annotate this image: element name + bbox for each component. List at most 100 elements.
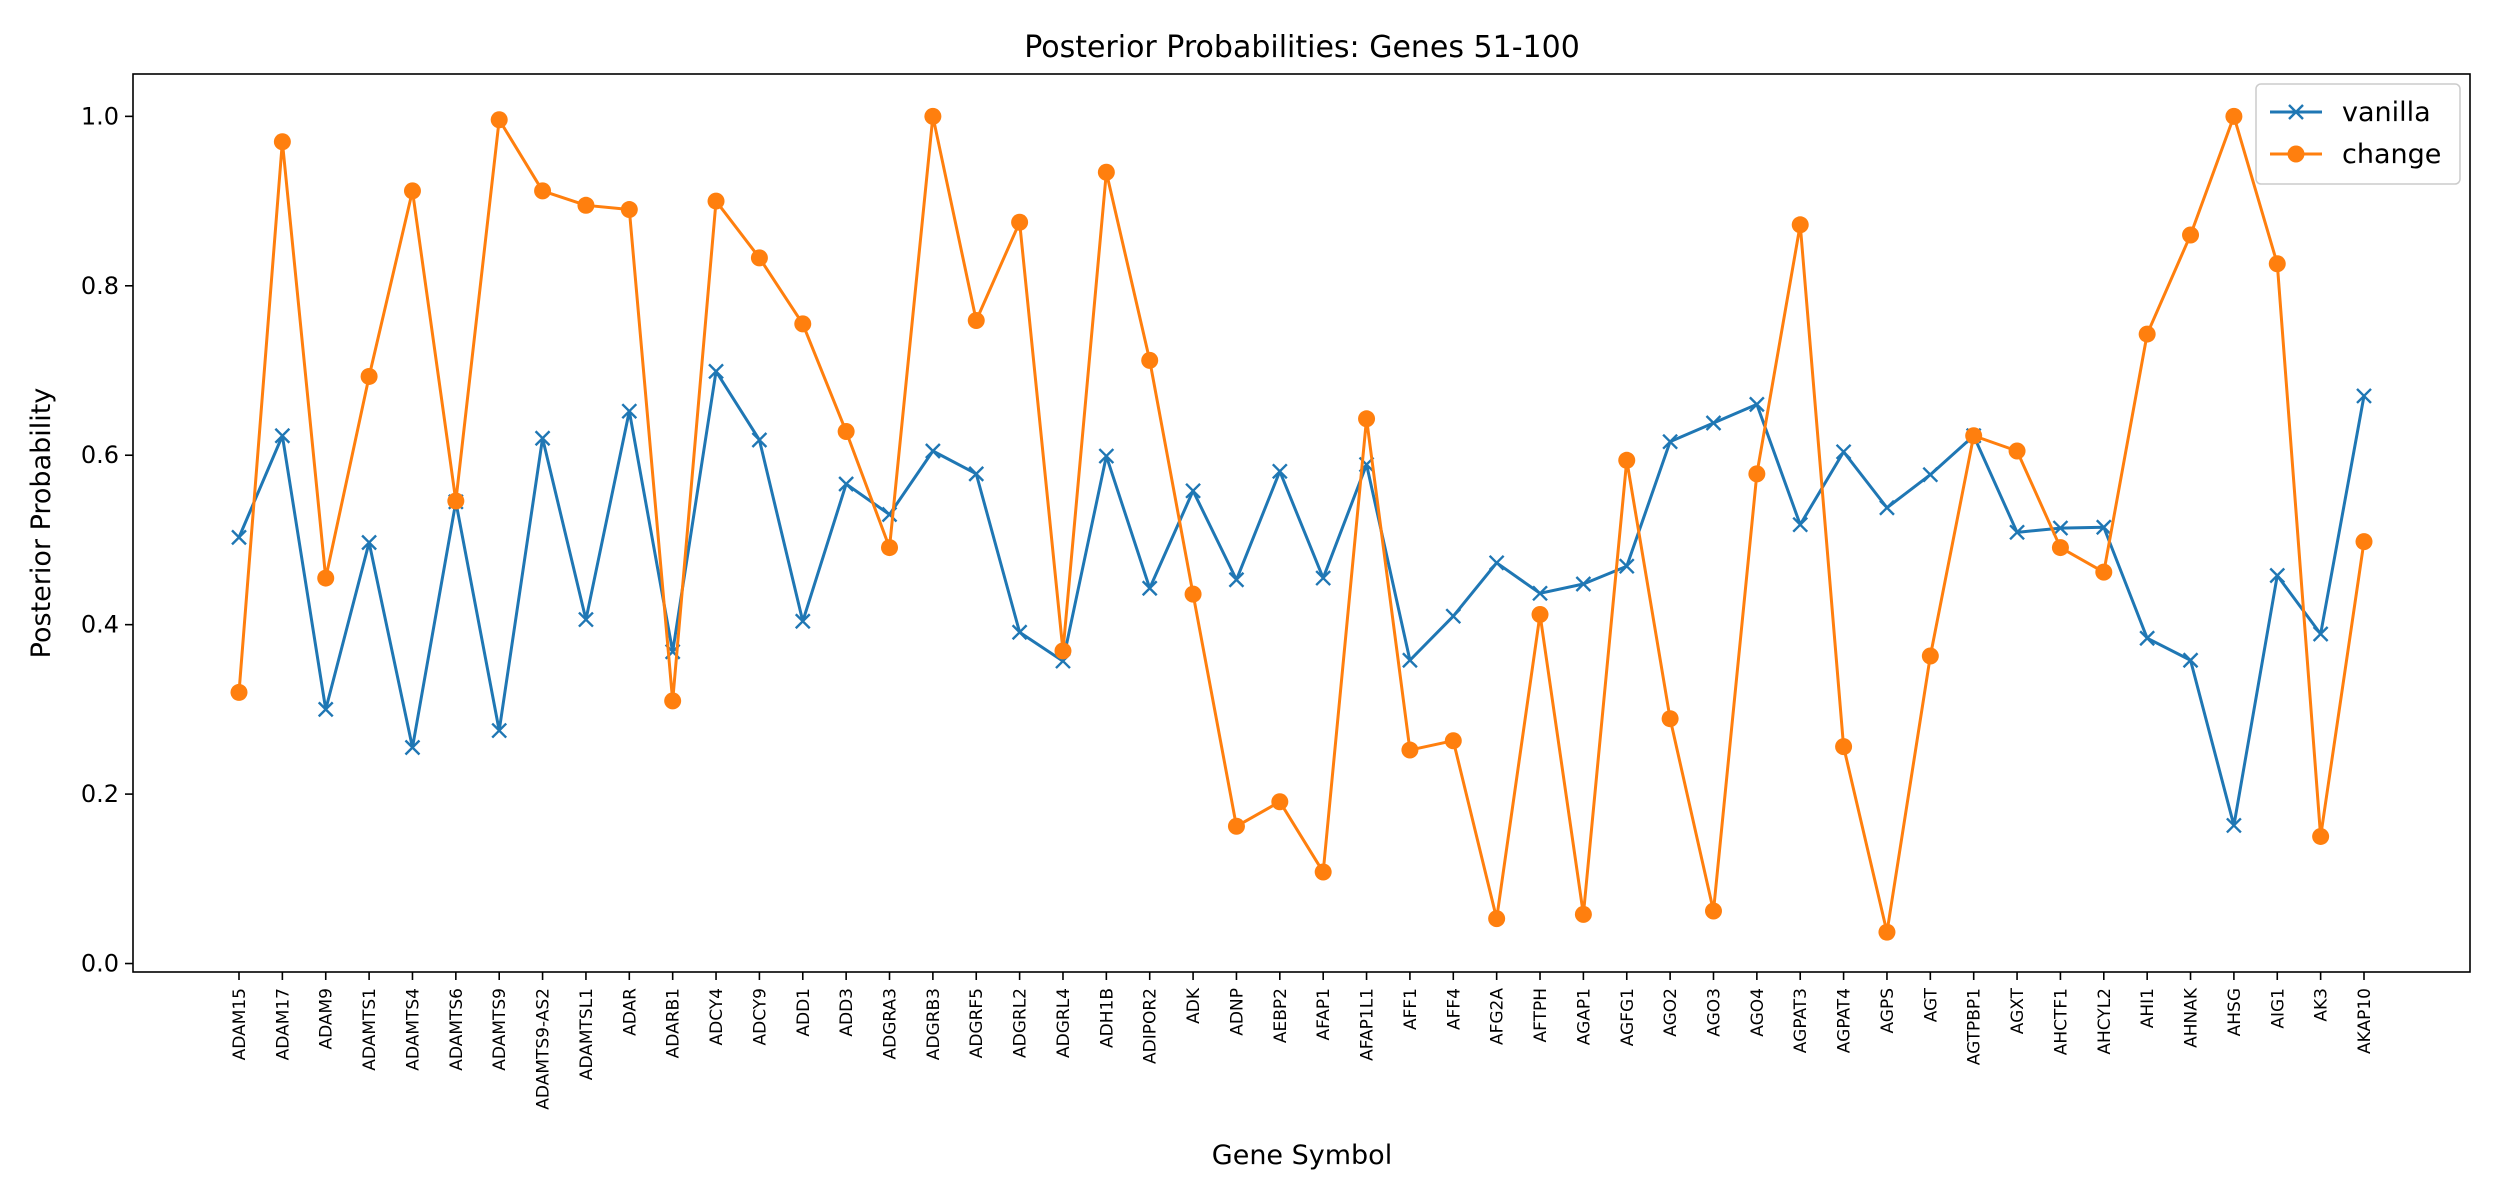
x-tick-label: AFTPH — [1531, 988, 1551, 1043]
data-point-change — [1661, 710, 1679, 728]
x-tick-label: AFAP1L1 — [1358, 988, 1378, 1061]
x-tick-label: AFF1 — [1401, 988, 1421, 1030]
data-point-change — [794, 315, 812, 333]
data-point-change — [1835, 738, 1853, 756]
data-point-change — [2051, 539, 2069, 557]
x-tick-label: AHCYL2 — [2095, 988, 2115, 1055]
x-tick-label: AEBP2 — [1271, 988, 1291, 1043]
x-tick-label: AFF4 — [1444, 988, 1464, 1030]
data-point-vanilla — [534, 430, 551, 447]
x-tick-label: AGAP1 — [1574, 988, 1594, 1045]
data-point-vanilla — [621, 403, 638, 420]
x-tick-label: AHCTF1 — [2051, 988, 2071, 1055]
data-point-vanilla — [708, 363, 724, 380]
data-point-vanilla — [1705, 415, 1722, 431]
data-point-change — [1488, 910, 1506, 928]
y-axis: 0.0 0.2 0.4 0.6 0.8 1.0 — [81, 102, 133, 978]
data-point-change — [2138, 325, 2156, 343]
data-point-change — [1748, 465, 1766, 483]
data-point-vanilla — [1662, 433, 1678, 450]
data-point-vanilla — [2139, 630, 2156, 647]
x-tick-label: ADNP — [1227, 988, 1247, 1036]
legend-label-vanilla: vanilla — [2342, 97, 2431, 128]
legend: vanilla change — [2255, 83, 2461, 185]
data-point-change — [664, 692, 682, 710]
x-tick-label: AGT — [1921, 987, 1941, 1022]
data-point-change — [1965, 427, 1983, 445]
series-line-vanilla — [237, 369, 2366, 827]
data-point-change — [620, 201, 638, 219]
data-point-change — [1401, 741, 1419, 759]
data-point-vanilla — [1402, 652, 1418, 669]
data-point-change — [837, 423, 855, 441]
data-point-vanilla — [1835, 443, 1852, 460]
data-point-vanilla — [1141, 580, 1158, 597]
x-tick-label: ADH1B — [1097, 988, 1117, 1048]
data-point-change — [967, 312, 985, 330]
data-point-change — [1184, 585, 1202, 603]
legend-box — [2255, 83, 2461, 185]
x-tick-label: ADD3 — [837, 988, 857, 1037]
x-tick-label: ADARB1 — [664, 988, 684, 1058]
data-point-vanilla — [1879, 499, 1895, 516]
x-tick-label: AHI1 — [2138, 988, 2158, 1028]
y-tick-label: 0.4 — [81, 611, 119, 639]
data-point-vanilla — [1575, 576, 1592, 592]
data-point-vanilla — [2312, 626, 2329, 642]
x-tick-label: ADCY4 — [707, 988, 727, 1046]
x-tick-label: AGPAT4 — [1835, 988, 1855, 1053]
x-tick-label: AFAP1 — [1314, 988, 1334, 1041]
legend-label-change: change — [2342, 139, 2441, 170]
data-point-vanilla — [794, 613, 811, 630]
x-tick-label: AHNAK — [2182, 987, 2202, 1048]
x-tick-label: AIG1 — [2268, 988, 2288, 1029]
data-point-change — [317, 569, 335, 587]
x-tick-label: ADK — [1184, 987, 1204, 1024]
data-point-vanilla — [578, 611, 594, 628]
data-point-change — [1704, 902, 1722, 920]
data-point-vanilla — [2182, 652, 2199, 669]
data-point-change — [1227, 817, 1245, 835]
data-point-change — [1054, 642, 1072, 660]
x-tick-label: AGXT — [2008, 987, 2028, 1034]
x-tick-label: ADGRF5 — [967, 988, 987, 1058]
legend-item-change: change — [2270, 139, 2441, 170]
y-axis-label: Posterior Probability — [26, 388, 57, 659]
data-point-vanilla — [1011, 624, 1028, 641]
data-point-vanilla — [2009, 524, 2025, 541]
data-point-vanilla — [1749, 396, 1765, 413]
y-tick-label: 0.2 — [81, 780, 119, 808]
x-tick-label: AGFG1 — [1618, 988, 1638, 1046]
data-point-vanilla — [1922, 466, 1939, 483]
data-point-change — [534, 182, 552, 200]
data-point-vanilla — [2052, 520, 2069, 536]
data-point-vanilla — [317, 701, 334, 718]
data-point-change — [490, 111, 508, 129]
x-tick-label: ADAM17 — [273, 988, 293, 1060]
data-point-vanilla — [274, 427, 291, 444]
x-tick-label: AHSG — [2225, 988, 2245, 1036]
data-point-vanilla — [1488, 554, 1505, 571]
data-point-change — [2355, 533, 2373, 551]
data-point-change — [577, 196, 595, 214]
x-tick-label: AGPAT3 — [1791, 988, 1811, 1053]
data-point-change — [2225, 107, 2243, 125]
data-point-change — [707, 192, 725, 210]
x-tick-label: ADAMTS1 — [360, 988, 380, 1071]
data-point-change — [1097, 163, 1115, 181]
y-tick-label: 0.6 — [81, 441, 119, 469]
data-point-change — [273, 133, 291, 151]
y-tick-label: 0.8 — [81, 272, 119, 300]
x-tick-label: AGO3 — [1704, 988, 1724, 1037]
data-point-change — [2182, 226, 2200, 244]
x-tick-label: AGO4 — [1748, 988, 1768, 1037]
data-point-vanilla — [1098, 448, 1115, 464]
x-tick-label: AGPS — [1878, 988, 1898, 1034]
x-tick-label: ADGRA3 — [881, 988, 901, 1059]
data-point-vanilla — [968, 466, 985, 482]
data-point-change — [1358, 410, 1376, 428]
y-tick-label: 1.0 — [81, 102, 119, 130]
data-point-change — [1141, 351, 1159, 369]
data-point-change — [447, 492, 465, 510]
